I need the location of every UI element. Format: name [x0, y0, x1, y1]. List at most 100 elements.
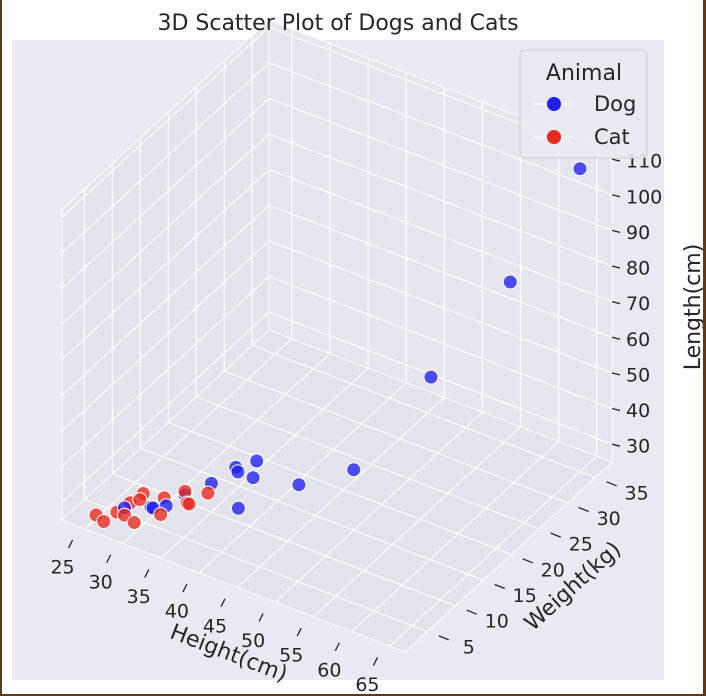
- gridline-z-left: [61, 169, 270, 361]
- z-tick: [611, 372, 621, 376]
- gridline-z-back: [268, 311, 613, 445]
- gridline-x-floor: [389, 455, 598, 647]
- x-tick: [106, 554, 112, 564]
- gridline-z-back: [268, 133, 613, 267]
- y-tick-label: 30: [597, 508, 621, 530]
- legend-marker-cat: [547, 130, 561, 144]
- data-point-dog: [502, 274, 518, 290]
- x-tick-label: 40: [165, 601, 189, 623]
- data-point-dog: [245, 470, 261, 486]
- y-tick: [606, 481, 617, 487]
- y-tick: [578, 506, 589, 513]
- x-tick-label: 25: [50, 557, 74, 579]
- gridline-z-left: [61, 240, 270, 432]
- z-tick: [611, 301, 621, 305]
- y-tick-label: 10: [485, 611, 509, 633]
- x-tick: [67, 539, 74, 549]
- y-tick: [494, 583, 505, 590]
- chart-title: 3D Scatter Plot of Dogs and Cats: [157, 11, 518, 36]
- x-tick-label: 60: [317, 659, 341, 681]
- data-point-dog: [230, 464, 246, 480]
- x-tick-label: 35: [127, 586, 151, 608]
- gridline-z-left: [61, 204, 270, 396]
- data-point-dog: [572, 161, 588, 177]
- data-point-dog: [423, 369, 439, 385]
- gridline-x-floor: [160, 367, 369, 559]
- z-tick: [611, 158, 621, 162]
- x-tick: [372, 657, 379, 666]
- x-tick-label: 50: [241, 630, 265, 652]
- legend-label-cat: Cat: [594, 125, 630, 149]
- x-tick: [334, 642, 340, 652]
- data-point-cat: [126, 515, 142, 530]
- gridline-x-floor: [236, 397, 445, 588]
- x-tick-label: 45: [203, 615, 227, 637]
- gridline-y-floor: [224, 370, 568, 504]
- data-point-cat: [181, 496, 197, 512]
- z-tick: [611, 336, 621, 340]
- gridline-z-left: [61, 133, 270, 325]
- gridline-z-back: [268, 204, 613, 338]
- z-tick-label: 50: [626, 364, 650, 386]
- data-point-cat: [96, 514, 112, 529]
- gridline-z-back: [268, 62, 613, 196]
- legend-marker-dog: [547, 97, 561, 111]
- data-point-dog: [230, 500, 246, 516]
- y-tick-label: 35: [625, 482, 649, 504]
- gridline-z-left: [61, 311, 270, 503]
- gridline-x-floor: [313, 426, 521, 618]
- gridline-x-floor: [84, 338, 293, 530]
- y-tick: [466, 609, 478, 615]
- y-tick: [522, 558, 533, 564]
- gridline-z-left: [61, 97, 270, 289]
- z-tick: [611, 407, 621, 412]
- x-tick-label: 30: [89, 571, 113, 593]
- x-tick: [258, 613, 264, 622]
- legend-label-dog: Dog: [594, 92, 636, 116]
- z-tick-label: 60: [626, 329, 650, 351]
- gridline-z-back: [268, 240, 613, 374]
- y-tick: [550, 532, 561, 538]
- gridline-z-back: [268, 169, 613, 303]
- z-tick: [611, 194, 621, 198]
- gridline-z-left: [61, 276, 270, 467]
- gridline-z-left: [61, 26, 270, 218]
- y-tick-label: 5: [463, 636, 475, 658]
- gridline-y-floor: [196, 396, 540, 530]
- z-tick-label: 80: [626, 258, 650, 280]
- x-tick: [144, 569, 150, 578]
- y-tick: [438, 635, 450, 641]
- z-tick: [611, 265, 621, 269]
- x-tick-label: 55: [279, 645, 303, 667]
- z-tick-label: 90: [626, 222, 650, 244]
- z-tick-label: 40: [626, 400, 650, 422]
- y-tick-label: 20: [541, 559, 565, 581]
- data-point-cat: [153, 507, 169, 522]
- gridline-z-left: [61, 62, 270, 254]
- legend: Animal Dog Cat: [519, 49, 648, 159]
- z-tick: [611, 229, 621, 234]
- gridline-x-floor: [275, 411, 483, 603]
- data-point-dog: [346, 462, 362, 478]
- x-tick: [296, 627, 302, 637]
- left-pane: [61, 18, 270, 522]
- z-tick-label: 30: [626, 436, 650, 458]
- x-tick: [182, 583, 188, 593]
- legend-title: Animal: [546, 61, 622, 86]
- z-tick-label: 100: [626, 186, 662, 208]
- gridline-x-floor: [351, 441, 560, 632]
- data-points: [88, 161, 588, 530]
- gridline-x-floor: [198, 382, 407, 574]
- y-tick-label: 25: [569, 534, 593, 556]
- gridline-y-floor: [168, 421, 512, 555]
- z-axis-label: Length(cm): [681, 244, 703, 371]
- z-tick-label: 70: [626, 293, 650, 315]
- gridline-z-back: [268, 275, 613, 410]
- x-tick: [220, 598, 226, 608]
- gridline-y-floor: [252, 344, 596, 478]
- y-tick-label: 15: [513, 585, 537, 607]
- data-point-dog: [249, 453, 265, 469]
- gridline-z-back: [268, 97, 613, 231]
